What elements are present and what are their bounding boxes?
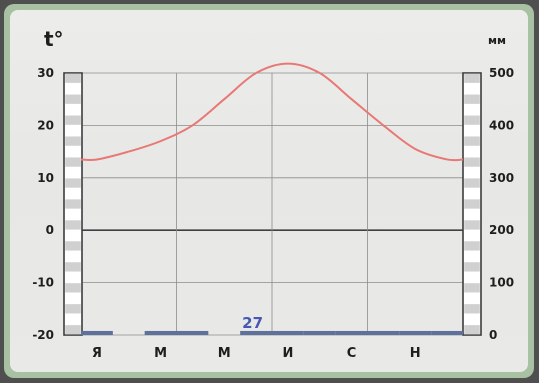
precipitation-bar — [431, 330, 463, 335]
scale-ladder-step — [65, 241, 81, 251]
gridlines — [81, 72, 463, 336]
scale-ladder-step — [65, 157, 81, 167]
scale-ladder-step — [464, 325, 480, 335]
scale-ladder-step — [464, 115, 480, 125]
month-label: С — [347, 346, 357, 361]
left-tick-label: 30 — [37, 66, 54, 80]
annotations: 27 — [242, 314, 263, 332]
right-tick-labels: 500 400 300 200 100 0 — [489, 66, 514, 342]
temperature-line-group — [80, 62, 464, 162]
scale-ladder-step — [464, 304, 480, 314]
scale-ladder-step — [65, 325, 81, 335]
scale-ladder-step — [464, 157, 480, 167]
scale-ladder-step — [65, 178, 81, 188]
precipitation-bars — [81, 330, 463, 335]
scale-ladder-step — [464, 178, 480, 188]
right-tick-label: 200 — [489, 223, 514, 237]
right-tick-label: 100 — [489, 276, 514, 290]
right-tick-label: 0 — [489, 328, 497, 342]
scale-ladder-step — [464, 220, 480, 230]
scale-ladder-step — [464, 283, 480, 293]
precipitation-bar — [144, 330, 177, 335]
scale-ladder-step — [65, 220, 81, 230]
scale-ladder-step — [464, 241, 480, 251]
left-tick-label: 10 — [37, 171, 54, 185]
month-label: И — [282, 346, 293, 361]
temperature-line — [80, 62, 464, 162]
precipitation-bar — [335, 330, 368, 335]
left-tick-label: 20 — [37, 118, 54, 132]
right-tick-label: 400 — [489, 118, 514, 132]
month-label: Н — [410, 346, 421, 361]
scale-ladder-step — [65, 199, 81, 209]
right-axis-unit-label: мм — [488, 34, 506, 47]
scale-ladder-step — [464, 136, 480, 146]
precipitation-annotation: 27 — [242, 314, 263, 332]
scale-ladder-step — [464, 73, 480, 83]
month-label: М — [154, 346, 167, 361]
scale-ladder-step — [464, 94, 480, 104]
scale-ladder-step — [65, 304, 81, 314]
precipitation-bar — [303, 330, 336, 335]
left-tick-label: 0 — [46, 223, 54, 237]
scale-ladder-step — [65, 73, 81, 83]
scale-ladder-step — [65, 283, 81, 293]
scale-ladder-step — [464, 199, 480, 209]
month-label: Я — [92, 346, 102, 361]
scale-ladder-step — [65, 136, 81, 146]
axis-scales — [63, 72, 482, 336]
month-label: М — [218, 346, 231, 361]
right-tick-label: 300 — [489, 171, 514, 185]
precipitation-bar — [81, 330, 113, 335]
precipitation-bar — [176, 330, 209, 335]
scale-ladder-step — [65, 94, 81, 104]
scale-ladder-step — [65, 115, 81, 125]
left-tick-label: -20 — [32, 328, 54, 342]
precipitation-bar — [272, 330, 304, 335]
scale-ladder-step — [464, 262, 480, 272]
precipitation-bar — [399, 330, 432, 335]
scale-ladder-step — [65, 262, 81, 272]
right-tick-label: 500 — [489, 66, 514, 80]
left-tick-labels: 30 20 10 0 -10 -20 — [32, 66, 54, 342]
left-tick-label: -10 — [32, 276, 54, 290]
left-axis-unit-label: t° — [44, 27, 64, 51]
precipitation-bar — [240, 330, 272, 335]
precipitation-bar — [367, 330, 400, 335]
